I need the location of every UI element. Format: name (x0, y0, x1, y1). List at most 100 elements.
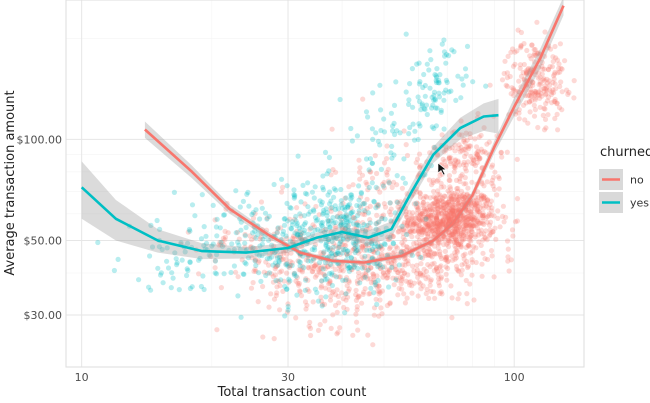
data-point-no (458, 228, 464, 234)
data-point-no (466, 242, 472, 248)
data-point-no (394, 245, 400, 251)
data-point-no (361, 264, 367, 271)
data-point-no (455, 296, 461, 302)
data-point-yes (446, 89, 452, 95)
data-point-no (316, 212, 322, 218)
data-point-no (398, 199, 404, 205)
data-point-no (504, 149, 510, 155)
data-point-no (469, 179, 475, 185)
data-point-no (399, 278, 405, 284)
data-point-no (476, 220, 482, 226)
data-point-yes (111, 267, 117, 274)
data-point-no (425, 226, 431, 232)
data-point-no (330, 247, 336, 253)
data-point-no (458, 193, 464, 199)
data-point-no (434, 204, 440, 210)
y-tick-label: $100.00 (17, 133, 63, 146)
data-point-no (378, 243, 384, 250)
data-point-no (478, 227, 484, 233)
data-point-yes (423, 216, 429, 222)
data-point-no (376, 246, 382, 252)
data-point-no (410, 263, 416, 269)
legend-item-no: no (599, 169, 644, 190)
data-point-no (462, 146, 468, 152)
data-point-no (445, 214, 451, 220)
data-point-no (484, 198, 490, 204)
data-point-no (365, 187, 371, 193)
data-point-no (389, 260, 395, 266)
data-point-no (442, 220, 449, 227)
data-point-no (344, 251, 350, 257)
data-point-no (436, 283, 442, 289)
data-point-no (524, 47, 530, 54)
data-point-no (551, 98, 557, 104)
data-point-no (432, 206, 438, 212)
data-point-no (447, 145, 453, 151)
data-point-no (499, 77, 506, 83)
data-point-no (468, 211, 474, 218)
data-point-no (451, 197, 457, 203)
data-point-no (449, 190, 455, 196)
data-point-no (274, 284, 280, 290)
data-point-no (520, 69, 526, 76)
data-point-no (399, 248, 405, 254)
data-point-no (429, 225, 436, 231)
data-point-yes (427, 48, 433, 54)
data-point-no (461, 194, 468, 200)
data-point-no (539, 71, 545, 77)
data-point-no (289, 239, 295, 245)
data-point-no (451, 211, 457, 217)
data-point-no (441, 214, 447, 220)
data-point-no (426, 223, 432, 229)
data-point-no (369, 238, 375, 244)
data-point-no (465, 223, 471, 229)
data-point-yes (338, 222, 344, 228)
data-point-yes (389, 143, 395, 149)
data-point-no (459, 132, 465, 138)
data-point-no (446, 199, 452, 205)
data-point-no (452, 205, 458, 211)
data-point-no (452, 250, 458, 256)
data-point-no (298, 293, 305, 299)
data-point-no (438, 276, 444, 282)
data-point-no (450, 257, 456, 263)
data-point-no (364, 205, 370, 212)
data-point-no (322, 273, 328, 279)
data-point-no (459, 236, 465, 242)
data-point-no (550, 54, 556, 60)
data-point-no (460, 229, 466, 235)
data-point-no (346, 278, 352, 284)
data-point-no (258, 199, 265, 205)
data-point-no (523, 68, 529, 74)
data-point-no (395, 269, 401, 276)
data-point-yes (411, 137, 418, 143)
data-point-no (460, 227, 467, 233)
data-point-no (468, 238, 474, 244)
data-point-no (448, 194, 454, 200)
data-point-no (470, 217, 477, 223)
data-point-yes (422, 93, 428, 99)
data-point-no (417, 212, 423, 218)
data-point-no (330, 288, 336, 295)
data-point-no (434, 220, 440, 227)
data-point-no (368, 265, 374, 271)
data-point-no (284, 270, 290, 276)
data-point-no (435, 198, 441, 204)
data-point-no (429, 208, 435, 214)
data-point-yes (330, 244, 336, 250)
data-point-no (354, 307, 360, 313)
data-point-yes (341, 214, 347, 220)
data-point-no (423, 252, 429, 259)
data-point-yes (422, 82, 428, 89)
data-point-yes (324, 246, 331, 252)
data-point-no (287, 263, 293, 269)
data-point-no (456, 234, 462, 240)
data-point-yes (303, 277, 309, 283)
data-point-no (249, 237, 255, 243)
data-point-yes (394, 199, 400, 205)
data-point-no (465, 220, 471, 226)
data-point-no (318, 270, 324, 276)
data-point-no (529, 79, 536, 85)
data-point-yes (431, 89, 438, 95)
